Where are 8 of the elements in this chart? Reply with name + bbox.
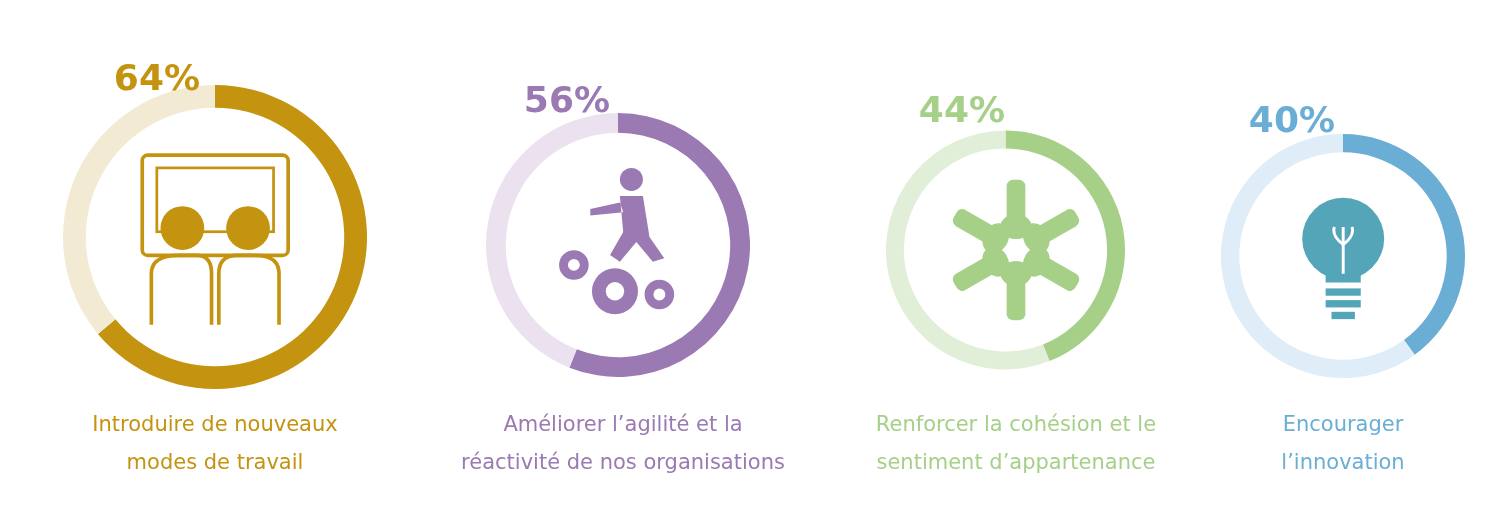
text: Introduire de nouveaux modes de travail — [91, 411, 339, 476]
data-label: 56% — [523, 79, 610, 120]
text: Encourager l’innovation — [1280, 411, 1406, 476]
data-label: 64% — [113, 57, 200, 98]
text: Renforcer la cohésion et le sentiment d’appartenance — [874, 411, 1158, 476]
data-label: 40% — [1248, 99, 1335, 140]
text: Améliorer l’agilité et la réactivité de nos organisations — [460, 411, 786, 476]
data-label: 44% — [918, 89, 1005, 130]
